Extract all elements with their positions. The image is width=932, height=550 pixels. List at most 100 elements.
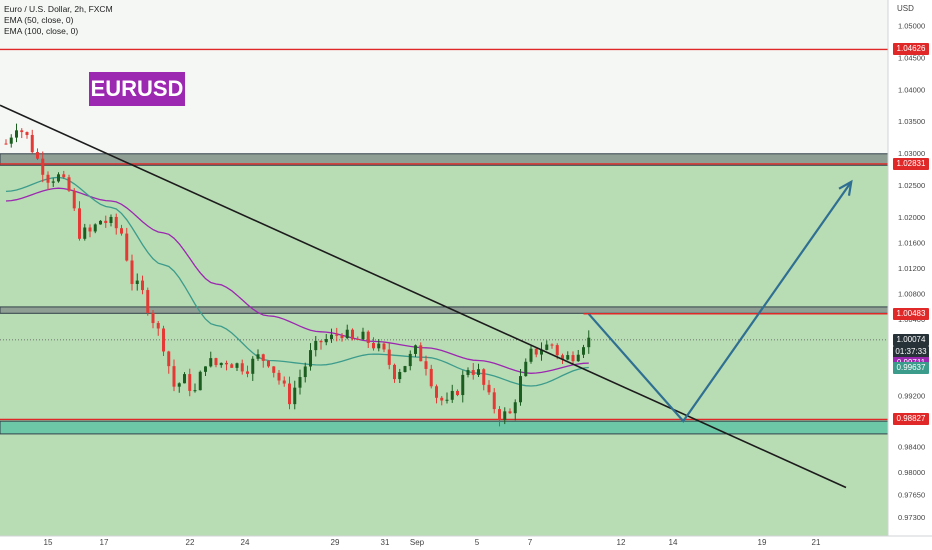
candle-body [146,290,150,313]
candle-body [209,358,213,367]
candle-body [256,354,260,359]
candle-body [72,190,76,209]
x-tick-label: 7 [528,538,533,547]
candle-body [450,390,454,400]
symbol-badge: EURUSD [89,72,185,106]
candle-body [235,363,239,368]
candle-body [414,345,417,354]
legend-symbol: Euro / U.S. Dollar, 2h, FXCM [4,4,113,14]
candle-body [513,402,517,414]
candle-body [293,387,297,405]
candle-body [555,345,559,356]
candle-body [177,383,181,387]
candle-body [345,329,349,339]
candle-body [62,174,66,178]
currency-label: USD [897,4,914,13]
candle-body [83,227,87,239]
legend-ema50: EMA (50, close, 0) [4,15,74,25]
y-tick-label: 1.02000 [898,213,925,222]
candle-body [466,370,470,375]
candle-body [298,377,302,388]
candle-body [440,397,444,401]
candle-body [340,335,344,339]
candle-body [20,130,24,133]
candle-body [587,337,591,348]
candle-body [319,340,323,343]
candle-body [377,343,381,349]
candle-body [277,372,281,381]
x-tick-label: 31 [381,538,390,547]
candle-body [487,384,491,393]
candle-body [471,370,475,375]
candle-body [109,216,113,223]
y-tick-label: 1.01200 [898,264,925,273]
candle-body [482,369,486,385]
candle-body [561,355,564,360]
y-tick-label: 1.04000 [898,85,925,94]
chart-legend: Euro / U.S. Dollar, 2h, FXCM EMA (50, cl… [4,4,113,37]
candle-body [88,227,92,232]
candle-body [498,409,501,421]
y-tick-label: 1.02500 [898,181,925,190]
ema50-line [5,176,589,387]
candle-body [125,233,129,261]
candle-body [445,399,449,401]
candle-body [456,390,459,396]
candle-body [156,323,160,329]
candle-body [230,364,234,368]
candle-body [51,181,55,183]
candle-body [366,331,370,343]
price-tag: 0.98827 [893,413,929,426]
candle-body [571,355,575,362]
candle-body [67,177,71,191]
y-tick-label: 1.04500 [898,53,925,62]
candle-body [461,374,465,396]
candle-body [193,390,197,392]
candle-body [582,347,585,355]
candle-body [519,376,522,403]
candle-body [198,371,202,391]
candle-body [424,361,428,369]
candle-body [214,358,218,366]
candle-body [104,220,108,223]
candle-body [492,392,496,410]
y-tick-label: 0.99200 [898,392,925,401]
x-tick-label: 29 [331,538,340,547]
candle-body [403,366,407,373]
y-tick-label: 0.98400 [898,443,925,452]
candle-body [135,280,139,284]
mid-zone [0,306,889,314]
candle-body [93,224,97,232]
candle-body [351,329,354,339]
candle-body [9,137,13,144]
candle-body [314,340,318,351]
candle-body [508,411,512,414]
candle-body [534,348,538,355]
candle-body [372,342,375,349]
price-tag: 1.00483 [893,307,929,320]
candle-body [99,220,102,225]
horizontal-levels [0,48,888,421]
candle-body [120,228,123,234]
x-tick-label: 17 [100,538,109,547]
candle-body [324,339,328,343]
y-tick-label: 1.03500 [898,117,925,126]
projection-arrow-group [587,179,853,423]
candle-body [282,380,286,384]
price-tag: 1.04626 [893,43,929,56]
candle-body [356,338,360,340]
candle-body [240,363,244,372]
y-tick-label: 1.01600 [898,238,925,247]
candle-body [246,371,249,374]
candle-body [545,344,549,350]
candle-body [272,366,276,373]
x-tick-label: 21 [812,538,821,547]
candle-body [361,331,365,340]
x-tick-label: 15 [44,538,53,547]
candle-body [267,360,270,367]
projection-arrow [587,181,853,423]
candle-body [261,354,265,361]
candle-body [15,130,18,138]
